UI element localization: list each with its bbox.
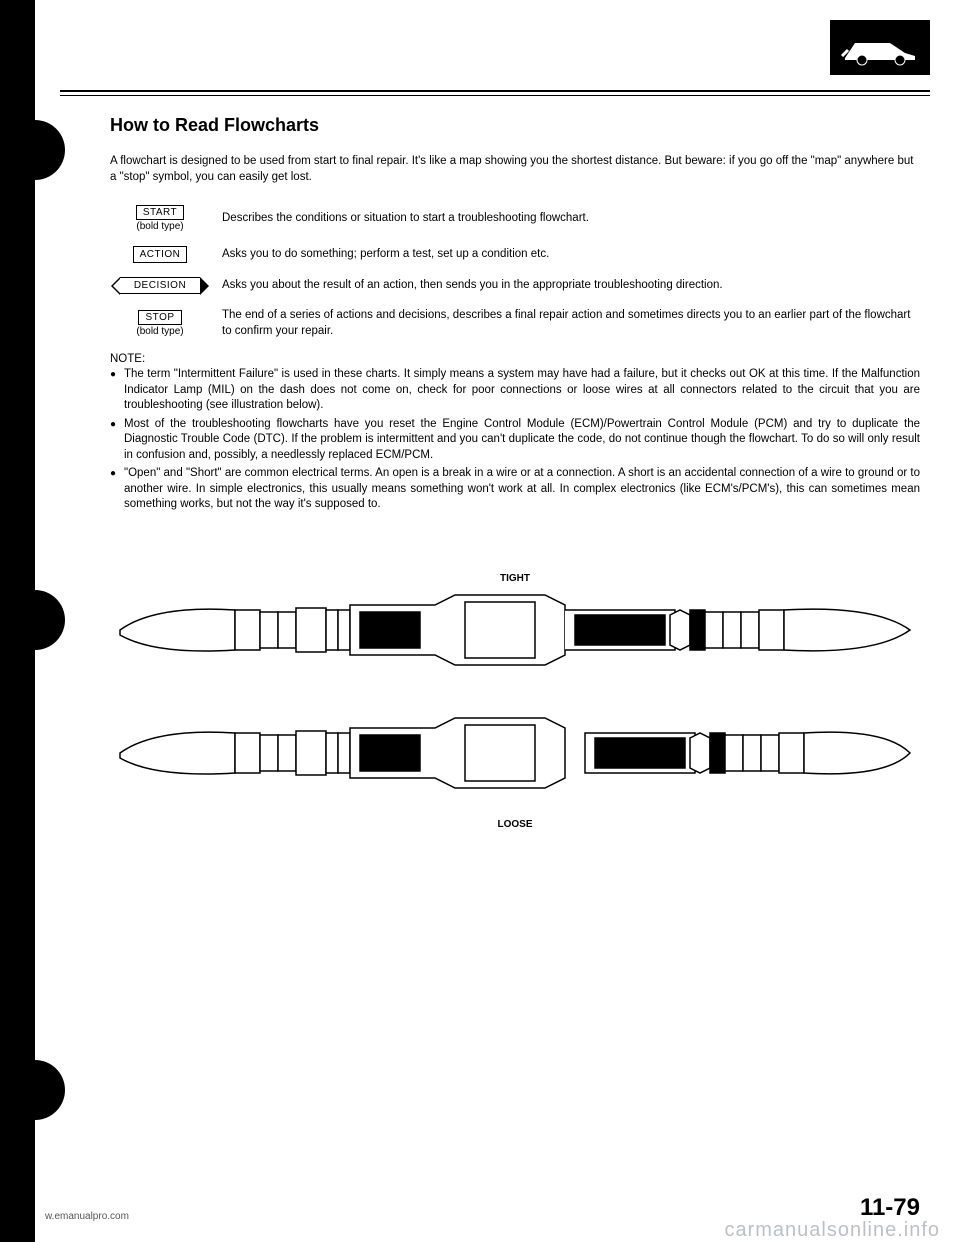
notes-list: The term "Intermittent Failure" is used …	[110, 367, 920, 513]
header-rule	[60, 90, 930, 92]
decision-box: DECISION	[120, 277, 200, 294]
binder-tab	[25, 590, 65, 650]
page-number: 11-79	[860, 1194, 920, 1222]
start-description: Describes the conditions or situation to…	[222, 211, 589, 227]
page-content: How to Read Flowcharts A flowchart is de…	[110, 115, 920, 836]
binder-tab	[25, 1060, 65, 1120]
intro-paragraph: A flowchart is designed to be used from …	[110, 154, 920, 185]
symbol-row-decision: DECISION Asks you about the result of an…	[110, 277, 920, 294]
header-rule	[60, 95, 930, 96]
note-item: Most of the troubleshooting flowcharts h…	[110, 417, 920, 464]
stop-symbol: STOP (bold type)	[110, 310, 210, 337]
note-heading: NOTE:	[110, 353, 920, 365]
connector-tight-illustration	[110, 590, 920, 685]
symbol-row-stop: STOP (bold type) The end of a series of …	[110, 308, 920, 339]
note-item: "Open" and "Short" are common electrical…	[110, 466, 920, 513]
decision-label: DECISION	[134, 280, 186, 291]
decision-symbol: DECISION	[110, 277, 210, 294]
action-box: ACTION	[133, 246, 188, 263]
loose-label: LOOSE	[110, 819, 920, 830]
stop-subtext: (bold type)	[110, 326, 210, 337]
tight-label: TIGHT	[110, 573, 920, 584]
watermark: carmanualsonline.info	[724, 1219, 940, 1242]
car-icon	[840, 28, 920, 68]
start-box: START	[136, 205, 184, 220]
action-symbol: ACTION	[110, 246, 210, 263]
connector-loose-illustration	[110, 713, 920, 808]
footer-url: w.emanualpro.com	[45, 1211, 129, 1222]
symbol-row-action: ACTION Asks you to do something; perform…	[110, 246, 920, 263]
brand-logo	[830, 20, 930, 75]
page-title: How to Read Flowcharts	[110, 115, 920, 136]
binder-tab	[25, 120, 65, 180]
connector-diagram: TIGHT	[110, 573, 920, 830]
stop-description: The end of a series of actions and decis…	[222, 308, 920, 339]
start-symbol: START (bold type)	[110, 205, 210, 232]
symbol-row-start: START (bold type) Describes the conditio…	[110, 205, 920, 232]
action-description: Asks you to do something; perform a test…	[222, 247, 549, 263]
note-item: The term "Intermittent Failure" is used …	[110, 367, 920, 414]
decision-description: Asks you about the result of an action, …	[222, 278, 723, 294]
start-subtext: (bold type)	[110, 221, 210, 232]
stop-box: STOP	[138, 310, 181, 325]
